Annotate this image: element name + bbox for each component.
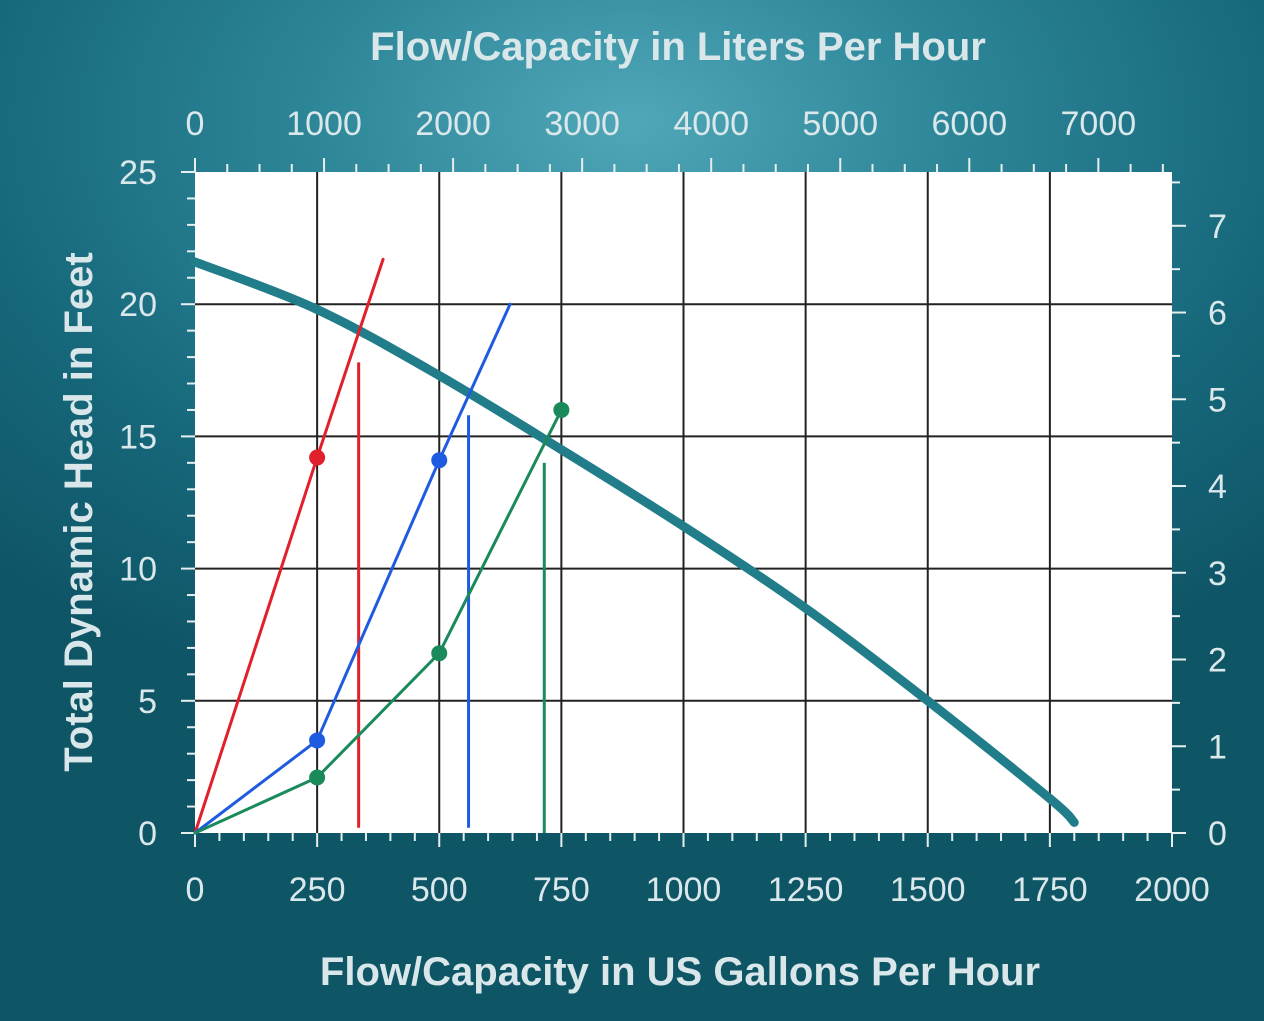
top-tick-label: 6000 — [931, 105, 1007, 143]
red-system-marker — [309, 449, 326, 466]
blue-system-marker — [431, 452, 448, 469]
right-tick-label: 5 — [1208, 381, 1227, 419]
top-axis-title: Flow/Capacity in Liters Per Hour — [370, 25, 986, 69]
x-tick-label: 0 — [186, 871, 205, 909]
x-axis-title: Flow/Capacity in US Gallons Per Hour — [320, 950, 1040, 994]
blue-system-line — [193, 302, 512, 835]
y-tick-label: 5 — [138, 683, 157, 721]
y-tick-label: 10 — [119, 551, 157, 589]
right-tick-label: 4 — [1208, 468, 1227, 506]
top-tick-label: 0 — [186, 105, 205, 143]
x-tick-label: 1500 — [890, 871, 966, 909]
right-tick-label: 7 — [1208, 208, 1227, 246]
top-tick-label: 1000 — [286, 105, 362, 143]
y-tick-label: 15 — [119, 418, 157, 456]
top-tick-label: 5000 — [802, 105, 878, 143]
x-tick-label: 500 — [411, 871, 468, 909]
top-tick-label: 4000 — [673, 105, 749, 143]
y-tick-label: 25 — [119, 154, 157, 192]
axis-ticks — [181, 158, 1186, 847]
right-tick-label: 1 — [1208, 728, 1227, 766]
green-system-marker — [553, 401, 570, 418]
series — [190, 257, 1079, 835]
x-tick-label: 750 — [533, 871, 590, 909]
x-tick-label: 1750 — [1012, 871, 1088, 909]
top-tick-label: 7000 — [1061, 105, 1137, 143]
top-tick-label: 2000 — [415, 105, 491, 143]
right-tick-label: 0 — [1208, 815, 1227, 853]
green-system-marker — [309, 769, 326, 786]
green-system-line — [193, 408, 563, 835]
x-tick-label: 1250 — [768, 871, 844, 909]
top-tick-label: 3000 — [544, 105, 620, 143]
x-tick-label: 2000 — [1134, 871, 1210, 909]
y-tick-label: 0 — [138, 815, 157, 853]
right-tick-label: 6 — [1208, 295, 1227, 333]
y-tick-label: 20 — [119, 286, 157, 324]
y-axis-title: Total Dynamic Head in Feet — [57, 252, 101, 771]
blue-system-marker — [309, 732, 326, 749]
right-tick-label: 2 — [1208, 642, 1227, 680]
green-system-marker — [431, 645, 448, 662]
pump-curve-line — [190, 257, 1079, 827]
x-tick-label: 1000 — [646, 871, 722, 909]
right-tick-label: 3 — [1208, 555, 1227, 593]
x-tick-label: 250 — [289, 871, 346, 909]
